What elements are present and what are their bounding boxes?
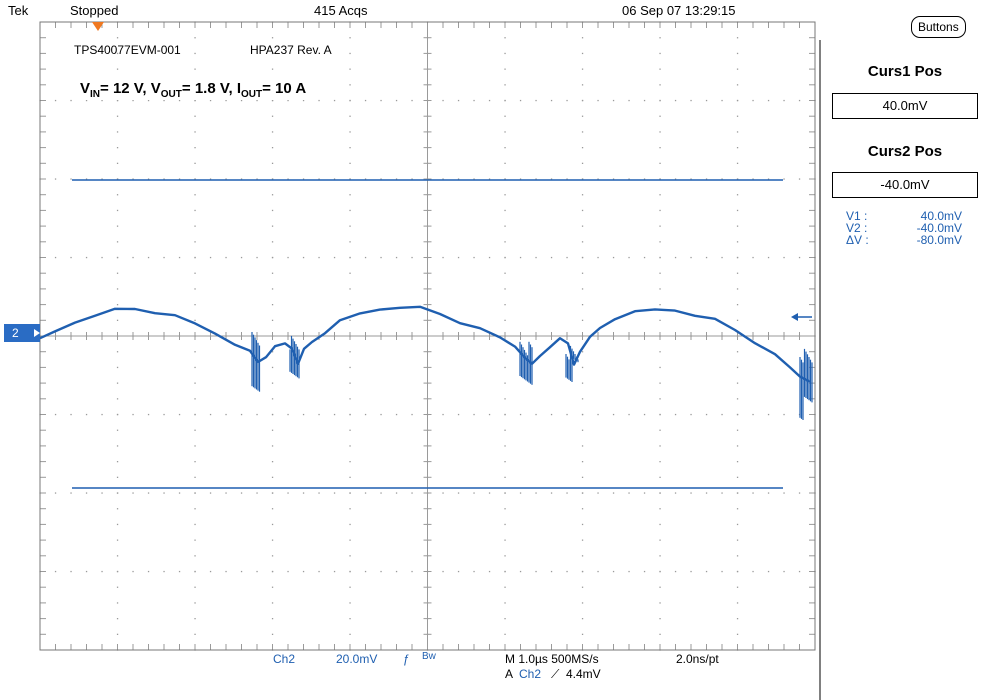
trigger-slope-icon: ⟋ (551, 667, 560, 681)
footer-bandwidth: Bw (422, 651, 436, 662)
vout-symbol: V (150, 80, 161, 97)
footer-channel: Ch2 (273, 652, 296, 666)
readout-v1-value: 40.0mV (920, 209, 962, 223)
date-time: 06 Sep 07 13:29:15 (622, 3, 736, 18)
vin-subscript: IN (90, 89, 101, 100)
trigger-channel: Ch2 (519, 667, 542, 681)
curs1-pos-title: Curs1 Pos (867, 63, 943, 80)
footer-record: 2.0ns/pt (676, 652, 719, 666)
readout-delta-v-label: ΔV : (846, 233, 869, 247)
footer-scale: 20.0mV (336, 652, 378, 666)
curs1-pos-value[interactable]: 40.0mV (832, 93, 978, 119)
readout-v1: V1 : 40.0mV (846, 210, 962, 222)
iout-subscript: OUT (240, 89, 263, 100)
channel-2-arrow-icon (34, 329, 40, 337)
trigger-prefix: A (505, 667, 514, 681)
readout-delta-v-value: -80.0mV (916, 233, 962, 247)
readout-v2-label: V2 : (846, 221, 868, 235)
vout-subscript: OUT (160, 89, 182, 100)
readout-v2: V2 : -40.0mV (846, 222, 962, 234)
footer-timebase: M 1.0µs 500MS/s (505, 652, 599, 666)
trigger-level-arrow-icon[interactable] (791, 313, 798, 321)
buttons-button[interactable]: Buttons (911, 16, 966, 38)
channel-2-number: 2 (12, 326, 19, 340)
vout-value: = 1.8 V, (181, 80, 237, 97)
waveform-noise (251, 332, 813, 420)
readout-v2-value: -40.0mV (916, 221, 962, 235)
coupling-icon: ƒ (403, 652, 410, 666)
trigger-level: 4.4mV (566, 667, 601, 681)
vin-symbol: V (80, 80, 91, 97)
graticule (39, 21, 816, 651)
acquisition-count: 415 Acqs (314, 3, 368, 18)
trigger-position-marker[interactable] (92, 22, 104, 31)
test-conditions: VIN= 12 V, VOUT= 1.8 V, IOUT= 10 A (78, 80, 309, 100)
revision-label: HPA237 Rev. A (250, 43, 332, 57)
vin-value: = 12 V, (100, 80, 151, 97)
brand-label: Tek (8, 3, 29, 18)
channel-2-waveform (39, 305, 811, 383)
iout-symbol: I (236, 80, 241, 97)
acquisition-status: Stopped (70, 3, 119, 18)
board-label: TPS40077EVM-001 (74, 43, 181, 57)
iout-value: = 10 A (262, 80, 307, 97)
curs2-pos-value[interactable]: -40.0mV (832, 172, 978, 198)
readout-v1-label: V1 : (846, 209, 868, 223)
channel-2-marker[interactable] (4, 324, 40, 342)
readout-delta-v: ΔV : -80.0mV (846, 234, 962, 246)
curs2-pos-title: Curs2 Pos (867, 143, 943, 160)
